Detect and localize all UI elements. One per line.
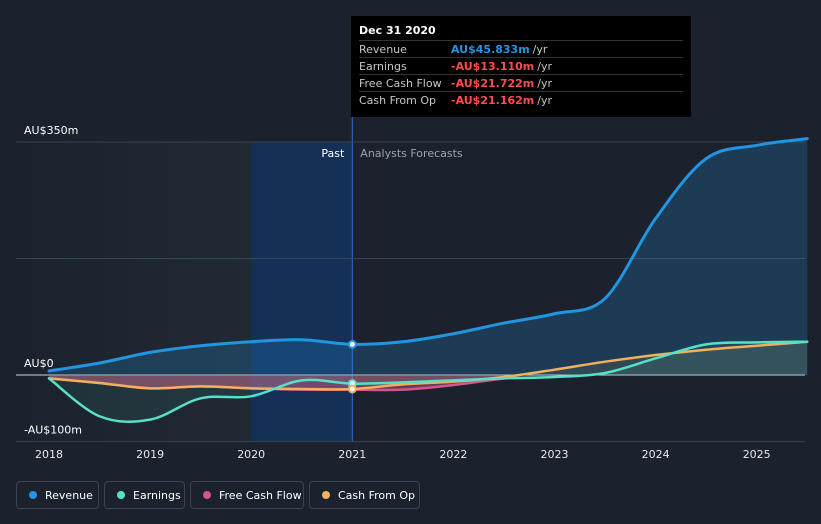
tooltip-value: -AU$13.110m/yr: [451, 60, 552, 73]
legend-dot-icon: [322, 491, 330, 499]
y-axis-label: AU$350m: [24, 124, 78, 137]
cash-from-op-line: [47, 340, 809, 391]
legend-label: Free Cash Flow: [219, 488, 302, 502]
tooltip-label: Earnings: [359, 60, 407, 73]
earnings-line: [47, 340, 809, 423]
x-tick-label: 2020: [237, 448, 265, 461]
x-tick-label: 2019: [136, 448, 164, 461]
tooltip-label: Cash From Op: [359, 94, 437, 107]
cash-from-op-marker: [347, 384, 357, 394]
y-axis-label: AU$0: [24, 357, 54, 370]
x-tick-label: 2025: [743, 448, 771, 461]
x-tick-label: 2023: [541, 448, 569, 461]
tooltip-value: -AU$21.722m/yr: [451, 77, 552, 90]
tooltip-row-earnings: Earnings -AU$13.110m/yr: [359, 57, 683, 74]
tooltip-row-revenue: Revenue AU$45.833m/yr: [359, 40, 683, 57]
legend-dot-icon: [29, 491, 37, 499]
tooltip-row-free-cash-flow: Free Cash Flow -AU$21.722m/yr: [359, 74, 683, 91]
legend-free-cash-flow[interactable]: Free Cash Flow: [190, 481, 304, 509]
tooltip-date: Dec 31 2020: [359, 24, 436, 37]
past-label: Past: [321, 147, 345, 160]
tooltip-label: Revenue: [359, 43, 407, 56]
x-tick-label: 2021: [338, 448, 366, 461]
highlight-region: [251, 142, 353, 441]
x-tick-label: 2024: [642, 448, 670, 461]
legend-label: Revenue: [45, 488, 93, 502]
legend-dot-icon: [117, 491, 125, 499]
legend-earnings[interactable]: Earnings: [104, 481, 185, 509]
x-tick-label: 2022: [439, 448, 467, 461]
legend-label: Earnings: [133, 488, 181, 502]
forecast-label: Analysts Forecasts: [360, 147, 463, 160]
revenue-area: [49, 138, 808, 375]
tooltip-row-cash-from-op: Cash From Op -AU$21.162m/yr: [359, 91, 683, 108]
legend-dot-icon: [203, 491, 211, 499]
revenue-marker: [347, 339, 357, 349]
legend-revenue[interactable]: Revenue: [16, 481, 99, 509]
cash-from-op-area: [49, 341, 808, 390]
legend-label: Cash From Op: [338, 488, 416, 502]
legend-cash-from-op[interactable]: Cash From Op: [309, 481, 420, 509]
tooltip: Dec 31 2020 Revenue AU$45.833m/yr Earnin…: [351, 16, 691, 117]
tooltip-value: -AU$21.162m/yr: [451, 94, 552, 107]
tooltip-label: Free Cash Flow: [359, 77, 442, 90]
x-tick-label: 2018: [35, 448, 63, 461]
y-axis-label: -AU$100m: [24, 424, 82, 437]
earnings-area: [49, 341, 808, 422]
tooltip-value: AU$45.833m/yr: [451, 43, 548, 56]
revenue-line: [47, 137, 809, 373]
